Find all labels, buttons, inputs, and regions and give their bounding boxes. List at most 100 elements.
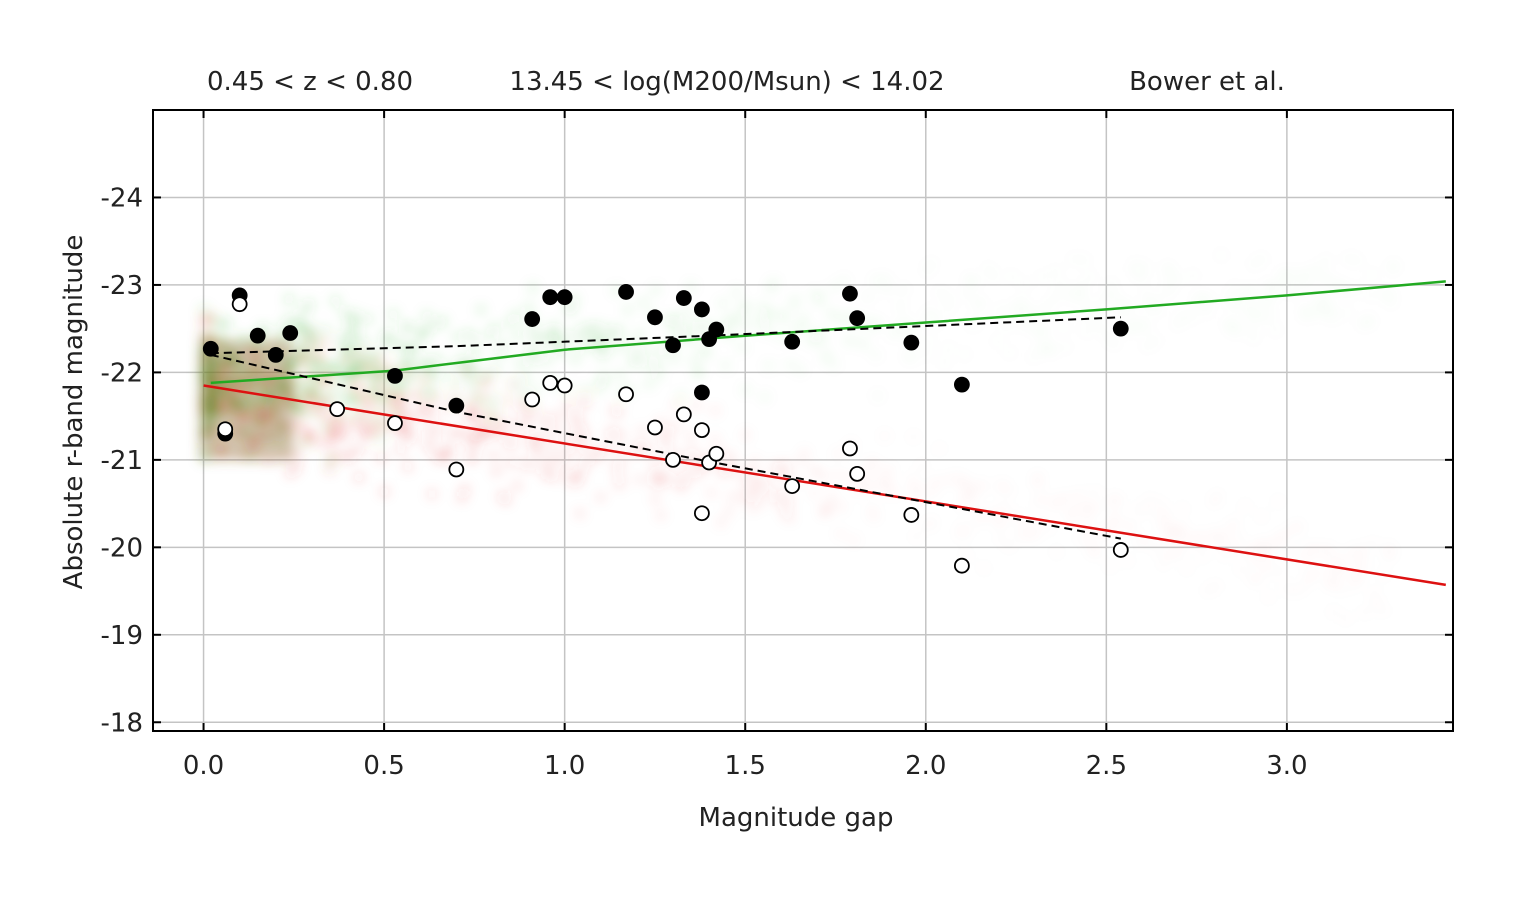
bcg-model-cloud-point [1298, 280, 1305, 287]
second-model-cloud-point [610, 407, 617, 414]
second-model-cloud-point [481, 393, 488, 400]
second-model-cloud-point [981, 515, 988, 522]
bcg-model-cloud-point [489, 404, 496, 411]
second-model-cloud-point [782, 492, 789, 499]
bcg-model-cloud-point [864, 293, 871, 300]
bcg-model-cloud-point [1335, 283, 1342, 290]
bcg-model-cloud-point [418, 333, 425, 340]
bcg-model-cloud-point [734, 316, 741, 323]
bcg-model-cloud-point [1388, 299, 1395, 306]
fit-lines [203, 280, 1446, 587]
bcg-model-cloud-point [633, 351, 640, 358]
second-model-cloud-point [1083, 521, 1090, 528]
bcg-model-cloud-point [566, 306, 573, 313]
bcg-model-cloud-point [568, 331, 575, 338]
second-observed-point [693, 422, 710, 439]
second-observed-point [903, 507, 920, 523]
bcg-model-cloud-point [518, 391, 525, 398]
second-model-cloud-point [433, 394, 440, 401]
second-model-cloud-point [657, 479, 664, 486]
second-model-cloud-point [353, 418, 360, 425]
second-model-cloud-point [597, 494, 604, 501]
bcg-model-cloud-point [1262, 289, 1269, 296]
second-model-cloud-point [535, 443, 542, 450]
second-model-cloud-point [1106, 563, 1113, 570]
second-model-cloud-point [555, 412, 562, 419]
second-model-cloud-point [330, 426, 337, 433]
second-model-cloud-point [381, 488, 388, 495]
bcg-model-cloud-point [1368, 292, 1375, 299]
second-model-cloud-point [1092, 488, 1099, 495]
second-model-cloud-point [1179, 524, 1186, 531]
second-model-cloud-point [533, 450, 540, 457]
second-model-cloud-point [739, 475, 746, 482]
bcg-model-cloud-point [432, 321, 439, 328]
bcg-model-cloud-point [604, 325, 611, 332]
bcg-model-cloud-point [893, 328, 900, 335]
second-model-cloud-point [742, 432, 749, 439]
bcg-model-cloud-point [719, 300, 726, 307]
second-observed-point [675, 406, 692, 423]
bcg-model-cloud-point [401, 380, 408, 387]
bcg-model-cloud-point [423, 358, 430, 365]
second-model-cloud-point [1277, 568, 1284, 575]
second-model-cloud-point [783, 511, 790, 518]
bcg-model-cloud-point [1047, 348, 1054, 355]
bcg-model-cloud-point [824, 353, 831, 360]
bcg-model-cloud-point [345, 381, 352, 388]
second-model-cloud-point [381, 407, 388, 414]
second-model-cloud-point [1170, 530, 1177, 537]
bcg-model-cloud-point [697, 323, 704, 330]
second-model-cloud-point [883, 480, 890, 487]
bcg-model-cloud-point [929, 314, 936, 321]
bcg-model-cloud-point [1342, 310, 1349, 317]
second-model-cloud-point [433, 452, 440, 459]
second-model-cloud-point [787, 515, 794, 522]
bcg-model-cloud-point [830, 361, 837, 368]
bcg-model-cloud-point [683, 308, 690, 315]
bcg-model-cloud-point [455, 363, 462, 370]
bcg-model-cloud-point [1203, 309, 1210, 316]
bcg-model-cloud-point [861, 342, 868, 349]
second-model-cloud-point [746, 493, 753, 500]
second-observed-point [842, 440, 858, 457]
bcg-model-cloud-point [313, 387, 320, 394]
bcg-model-cloud-point [743, 322, 750, 329]
second-model-cloud-point [472, 441, 479, 448]
second-model-cloud-point [505, 439, 512, 446]
bcg-model-cloud-point [1143, 343, 1150, 350]
bcg-model-cloud-point [369, 362, 376, 369]
second-model-cloud-point [1161, 515, 1168, 522]
second-model-cloud-point [844, 474, 851, 481]
bcg-model-cloud-point [926, 308, 933, 315]
bcg-model-cloud-point [667, 320, 674, 327]
second-model-cloud-point [744, 486, 751, 493]
second-model-cloud-point [508, 422, 515, 429]
second-model-cloud-point [1353, 573, 1360, 580]
bcg-model-cloud-point [454, 334, 461, 341]
second-observed-trend-line [210, 353, 1121, 540]
second-model-cloud-point [918, 463, 925, 470]
second-model-cloud-point [370, 427, 377, 434]
bcg-model-cloud-point [302, 389, 309, 396]
mass-range-label: 13.45 < log(M200/Msun) < 14.02 [509, 67, 944, 97]
second-model-cloud-point [1238, 566, 1245, 573]
second-model-cloud-point [913, 533, 920, 540]
second-model-cloud-point [359, 411, 366, 418]
bcg-model-cloud-point [1231, 301, 1238, 308]
bcg-observed-point [693, 384, 710, 401]
second-model-cloud-point [573, 419, 580, 426]
second-model-cloud-point [578, 466, 585, 473]
second-model-cloud-point [397, 445, 404, 452]
bcg-model-cloud-point [1086, 274, 1093, 281]
x-tick-label: 1.0 [544, 751, 585, 781]
bcg-model-cloud-point [882, 276, 889, 283]
second-model-cloud-point [1351, 557, 1358, 564]
second-model-cloud-point [504, 398, 511, 405]
bcg-observed-point [1112, 320, 1129, 337]
bcg-model-cloud-point [375, 395, 382, 402]
bcg-model-cloud-point [478, 398, 485, 405]
second-model-cloud-point [728, 493, 735, 500]
bcg-model-cloud-point [572, 356, 579, 363]
second-model-cloud-point [1070, 494, 1077, 501]
